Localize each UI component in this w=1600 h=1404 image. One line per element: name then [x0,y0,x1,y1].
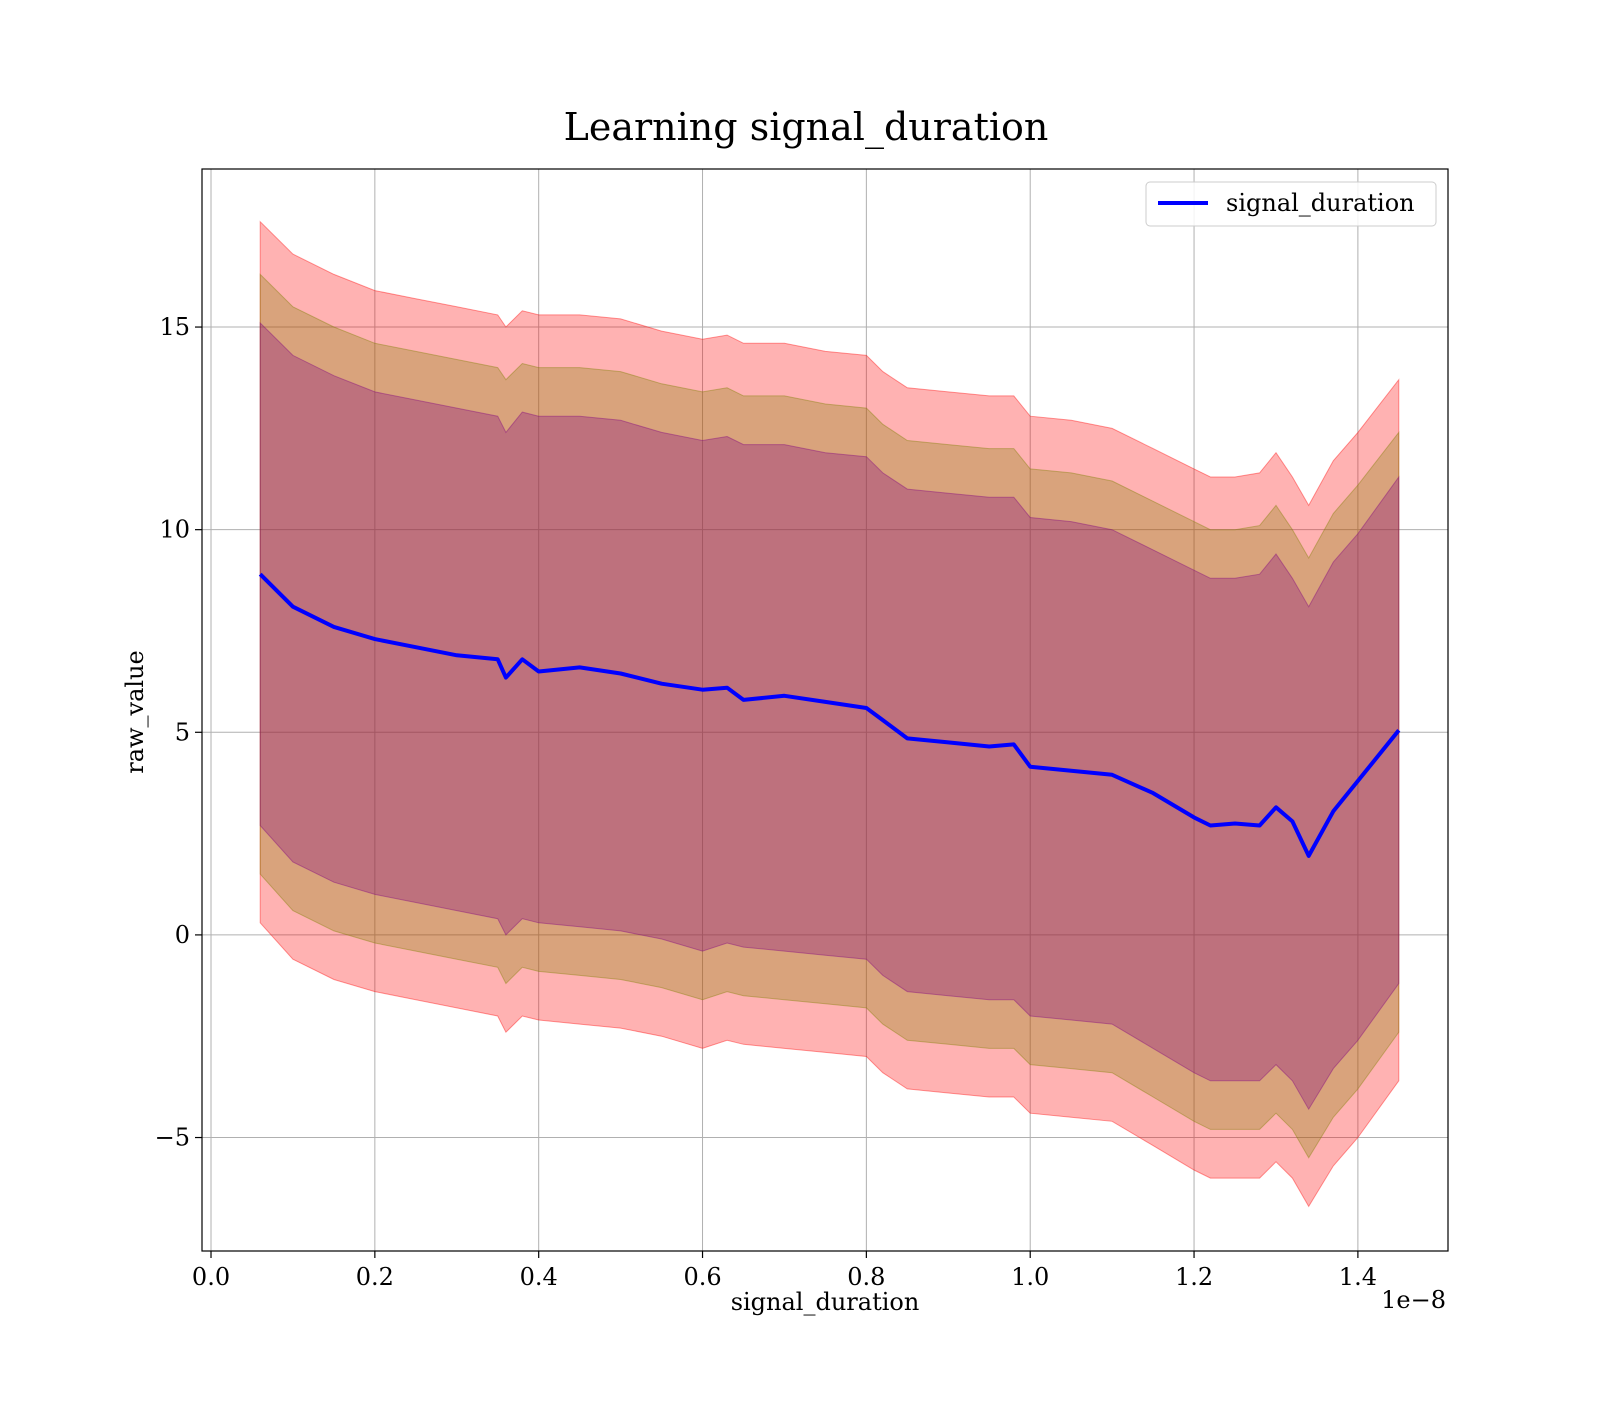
y-axis-label: raw_value [121,650,149,774]
chart-title: Learning signal_duration [564,105,1049,150]
x-tick-label: 1.2 [1175,1263,1213,1291]
legend: signal_duration [1145,181,1437,227]
axis-ticks: 0.0 0.2 0.4 0.6 0.8 1.0 1.2 1.4 −5 0 5 10 15 [155,313,1377,1291]
x-axis-label: signal_duration [731,1288,920,1316]
plot-frame [201,168,1449,1252]
y-tick-label: 0 [175,921,190,949]
x-tick-label: 0.8 [847,1263,885,1291]
band-outer [259,220,1400,1208]
y-tick-label: −5 [155,1124,190,1152]
x-tick-label: 0.2 [356,1263,394,1291]
x-tick-label: 0.6 [683,1263,721,1291]
x-tick-label: 0.0 [192,1263,230,1291]
y-tick-label: 5 [175,718,190,746]
legend-entry-label: signal_duration [1226,189,1415,217]
x-axis-offset-label: 1e−8 [1381,1286,1446,1314]
series-line-signal-duration [258,572,1401,858]
legend-box [1145,181,1437,227]
x-tick-label: 1.4 [1339,1263,1377,1291]
x-tick-label: 1.0 [1011,1263,1049,1291]
y-tick-label: 10 [159,516,190,544]
band-middle [259,273,1400,1159]
band-inner [259,321,1400,1111]
confidence-bands [259,220,1400,1208]
y-tick-label: 15 [159,313,190,341]
series-lines [258,572,1401,858]
x-tick-label: 0.4 [520,1263,558,1291]
